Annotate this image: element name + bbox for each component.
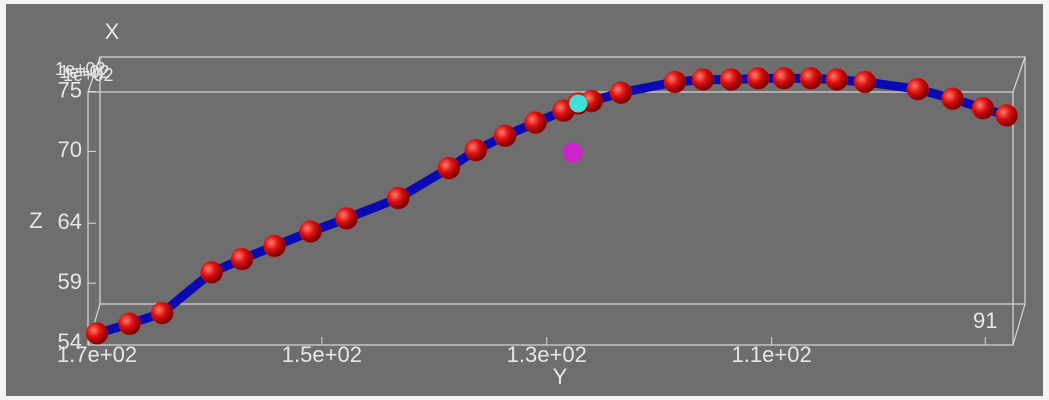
waypoint [941, 87, 964, 110]
y-tick-label: 64 [58, 209, 82, 234]
highlight-point [569, 94, 588, 113]
waypoint [609, 81, 633, 104]
x-tick-label: 1.1e+02 [732, 342, 812, 367]
waypoint [825, 68, 849, 91]
target-point [562, 142, 583, 163]
waypoint [437, 156, 461, 180]
depth-tick-label: 1e+02 [59, 62, 110, 82]
axis-title-x3d: X [105, 19, 120, 44]
y-tick-label: 75 [58, 77, 82, 102]
waypoint [493, 124, 517, 148]
y-tick-label: 54 [58, 329, 82, 354]
waypoint [263, 234, 286, 258]
waypoint [335, 207, 358, 230]
waypoint [299, 220, 322, 243]
waypoint [691, 68, 715, 91]
waypoint [85, 322, 109, 345]
waypoint [387, 186, 410, 210]
waypoint [746, 67, 770, 90]
waypoint [971, 97, 995, 120]
y-tick-label: 59 [58, 269, 82, 294]
depth-tick-label: 1e+02 [63, 65, 114, 85]
render-area [6, 4, 1043, 396]
waypoint [230, 247, 254, 271]
waypoint [524, 111, 547, 134]
x-tick-label: 91 [973, 308, 997, 333]
axis-title: Y [553, 364, 568, 389]
waypoint [464, 138, 488, 162]
y-tick-label: 70 [58, 137, 82, 162]
bounding-box [87, 56, 1026, 346]
x-tick-label: 1.7e+02 [57, 342, 137, 367]
waypoint [719, 68, 743, 91]
axis-title: Z [29, 208, 42, 233]
waypoint [663, 70, 687, 94]
waypoint [772, 67, 796, 90]
depth-tick-label: 1e+02 [55, 59, 106, 79]
waypoint [995, 104, 1018, 127]
x-tick-label: 1.5e+02 [282, 342, 362, 367]
x-tick-label: 1.3e+02 [507, 342, 587, 367]
waypoint [906, 77, 930, 101]
waypoint [799, 67, 823, 90]
waypoint [150, 301, 174, 325]
waypoint [200, 261, 223, 284]
waypoint [118, 312, 141, 336]
waypoint [853, 70, 877, 94]
